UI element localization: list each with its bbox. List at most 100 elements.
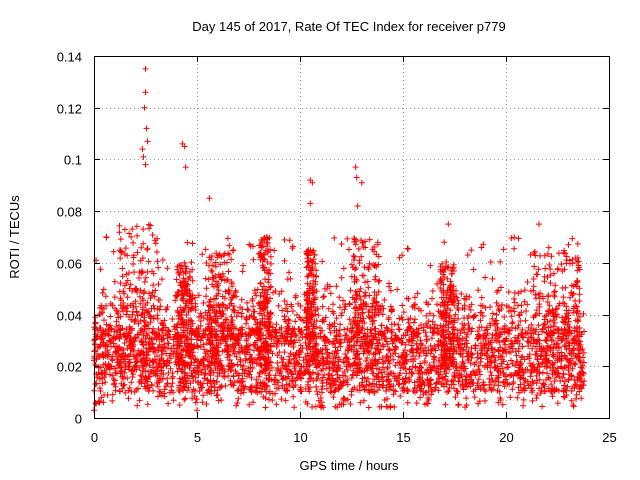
data-point (159, 348, 166, 355)
data-point (370, 370, 377, 377)
data-point (397, 393, 404, 400)
data-point (310, 301, 317, 308)
data-point (258, 244, 265, 251)
data-point (431, 325, 438, 332)
data-point (309, 323, 316, 330)
data-point (351, 332, 358, 339)
data-point (181, 332, 188, 339)
data-point (267, 359, 274, 366)
data-point (306, 262, 313, 269)
data-point (146, 373, 153, 380)
data-point (579, 365, 586, 372)
data-point (259, 383, 266, 390)
data-point (480, 336, 487, 343)
data-point (515, 345, 522, 352)
data-point (481, 364, 488, 371)
data-point (194, 364, 201, 371)
data-point (445, 387, 452, 394)
data-point (226, 251, 233, 258)
data-point (344, 339, 351, 346)
x-tick-label: 15 (396, 430, 410, 445)
data-point (571, 376, 578, 383)
data-point (255, 373, 262, 380)
data-point (407, 315, 414, 322)
data-point (321, 293, 328, 300)
data-point (274, 352, 281, 359)
data-point (239, 366, 246, 373)
data-point (437, 371, 444, 378)
data-point (409, 337, 416, 344)
data-point (399, 385, 406, 392)
data-point (276, 349, 283, 356)
data-point (126, 313, 133, 320)
data-point (271, 381, 278, 388)
data-point (298, 329, 305, 336)
data-point (121, 226, 128, 233)
data-point (142, 302, 149, 309)
data-point (207, 364, 214, 371)
data-point (224, 316, 231, 323)
data-point (414, 346, 421, 353)
data-point (213, 328, 220, 335)
data-point (188, 372, 195, 379)
data-point (565, 364, 572, 371)
data-point (374, 387, 381, 394)
data-point (464, 251, 471, 258)
data-point (535, 221, 542, 228)
data-point (146, 290, 153, 297)
data-point (369, 320, 376, 327)
data-point (373, 292, 380, 299)
data-point (361, 336, 368, 343)
data-point (203, 401, 210, 408)
data-point (108, 363, 115, 370)
data-point (438, 351, 445, 358)
data-point (141, 104, 148, 111)
data-point (491, 365, 498, 372)
data-point (139, 367, 146, 374)
data-point (514, 394, 521, 401)
data-point (533, 326, 540, 333)
data-point (156, 306, 163, 313)
data-point (397, 370, 404, 377)
x-tick-label: 25 (602, 430, 616, 445)
data-point (544, 318, 551, 325)
data-point (428, 335, 435, 342)
data-point (228, 381, 235, 388)
data-point (546, 262, 553, 269)
data-point (262, 348, 269, 355)
data-point (447, 318, 454, 325)
data-point (341, 306, 348, 313)
data-point (574, 240, 581, 247)
data-point (444, 301, 451, 308)
data-point (451, 302, 458, 309)
data-point (284, 330, 291, 337)
data-point (318, 386, 325, 393)
data-point (505, 308, 512, 315)
data-point (266, 333, 273, 340)
data-point (235, 348, 242, 355)
data-point (356, 293, 363, 300)
data-point (570, 360, 577, 367)
data-point (495, 347, 502, 354)
data-point (330, 355, 337, 362)
data-point (233, 334, 240, 341)
data-point (346, 300, 353, 307)
data-point (348, 391, 355, 398)
data-point (215, 287, 222, 294)
data-point (245, 325, 252, 332)
data-point (308, 267, 315, 274)
data-point (182, 164, 189, 171)
data-point (488, 379, 495, 386)
data-point (264, 258, 271, 265)
data-point (534, 355, 541, 362)
data-point (550, 351, 557, 358)
data-point (278, 396, 285, 403)
data-point (257, 326, 264, 333)
data-point (446, 312, 453, 319)
data-point (351, 321, 358, 328)
data-point (318, 402, 325, 409)
data-point (376, 366, 383, 373)
data-point (533, 338, 540, 345)
data-point (319, 350, 326, 357)
data-point (365, 264, 372, 271)
